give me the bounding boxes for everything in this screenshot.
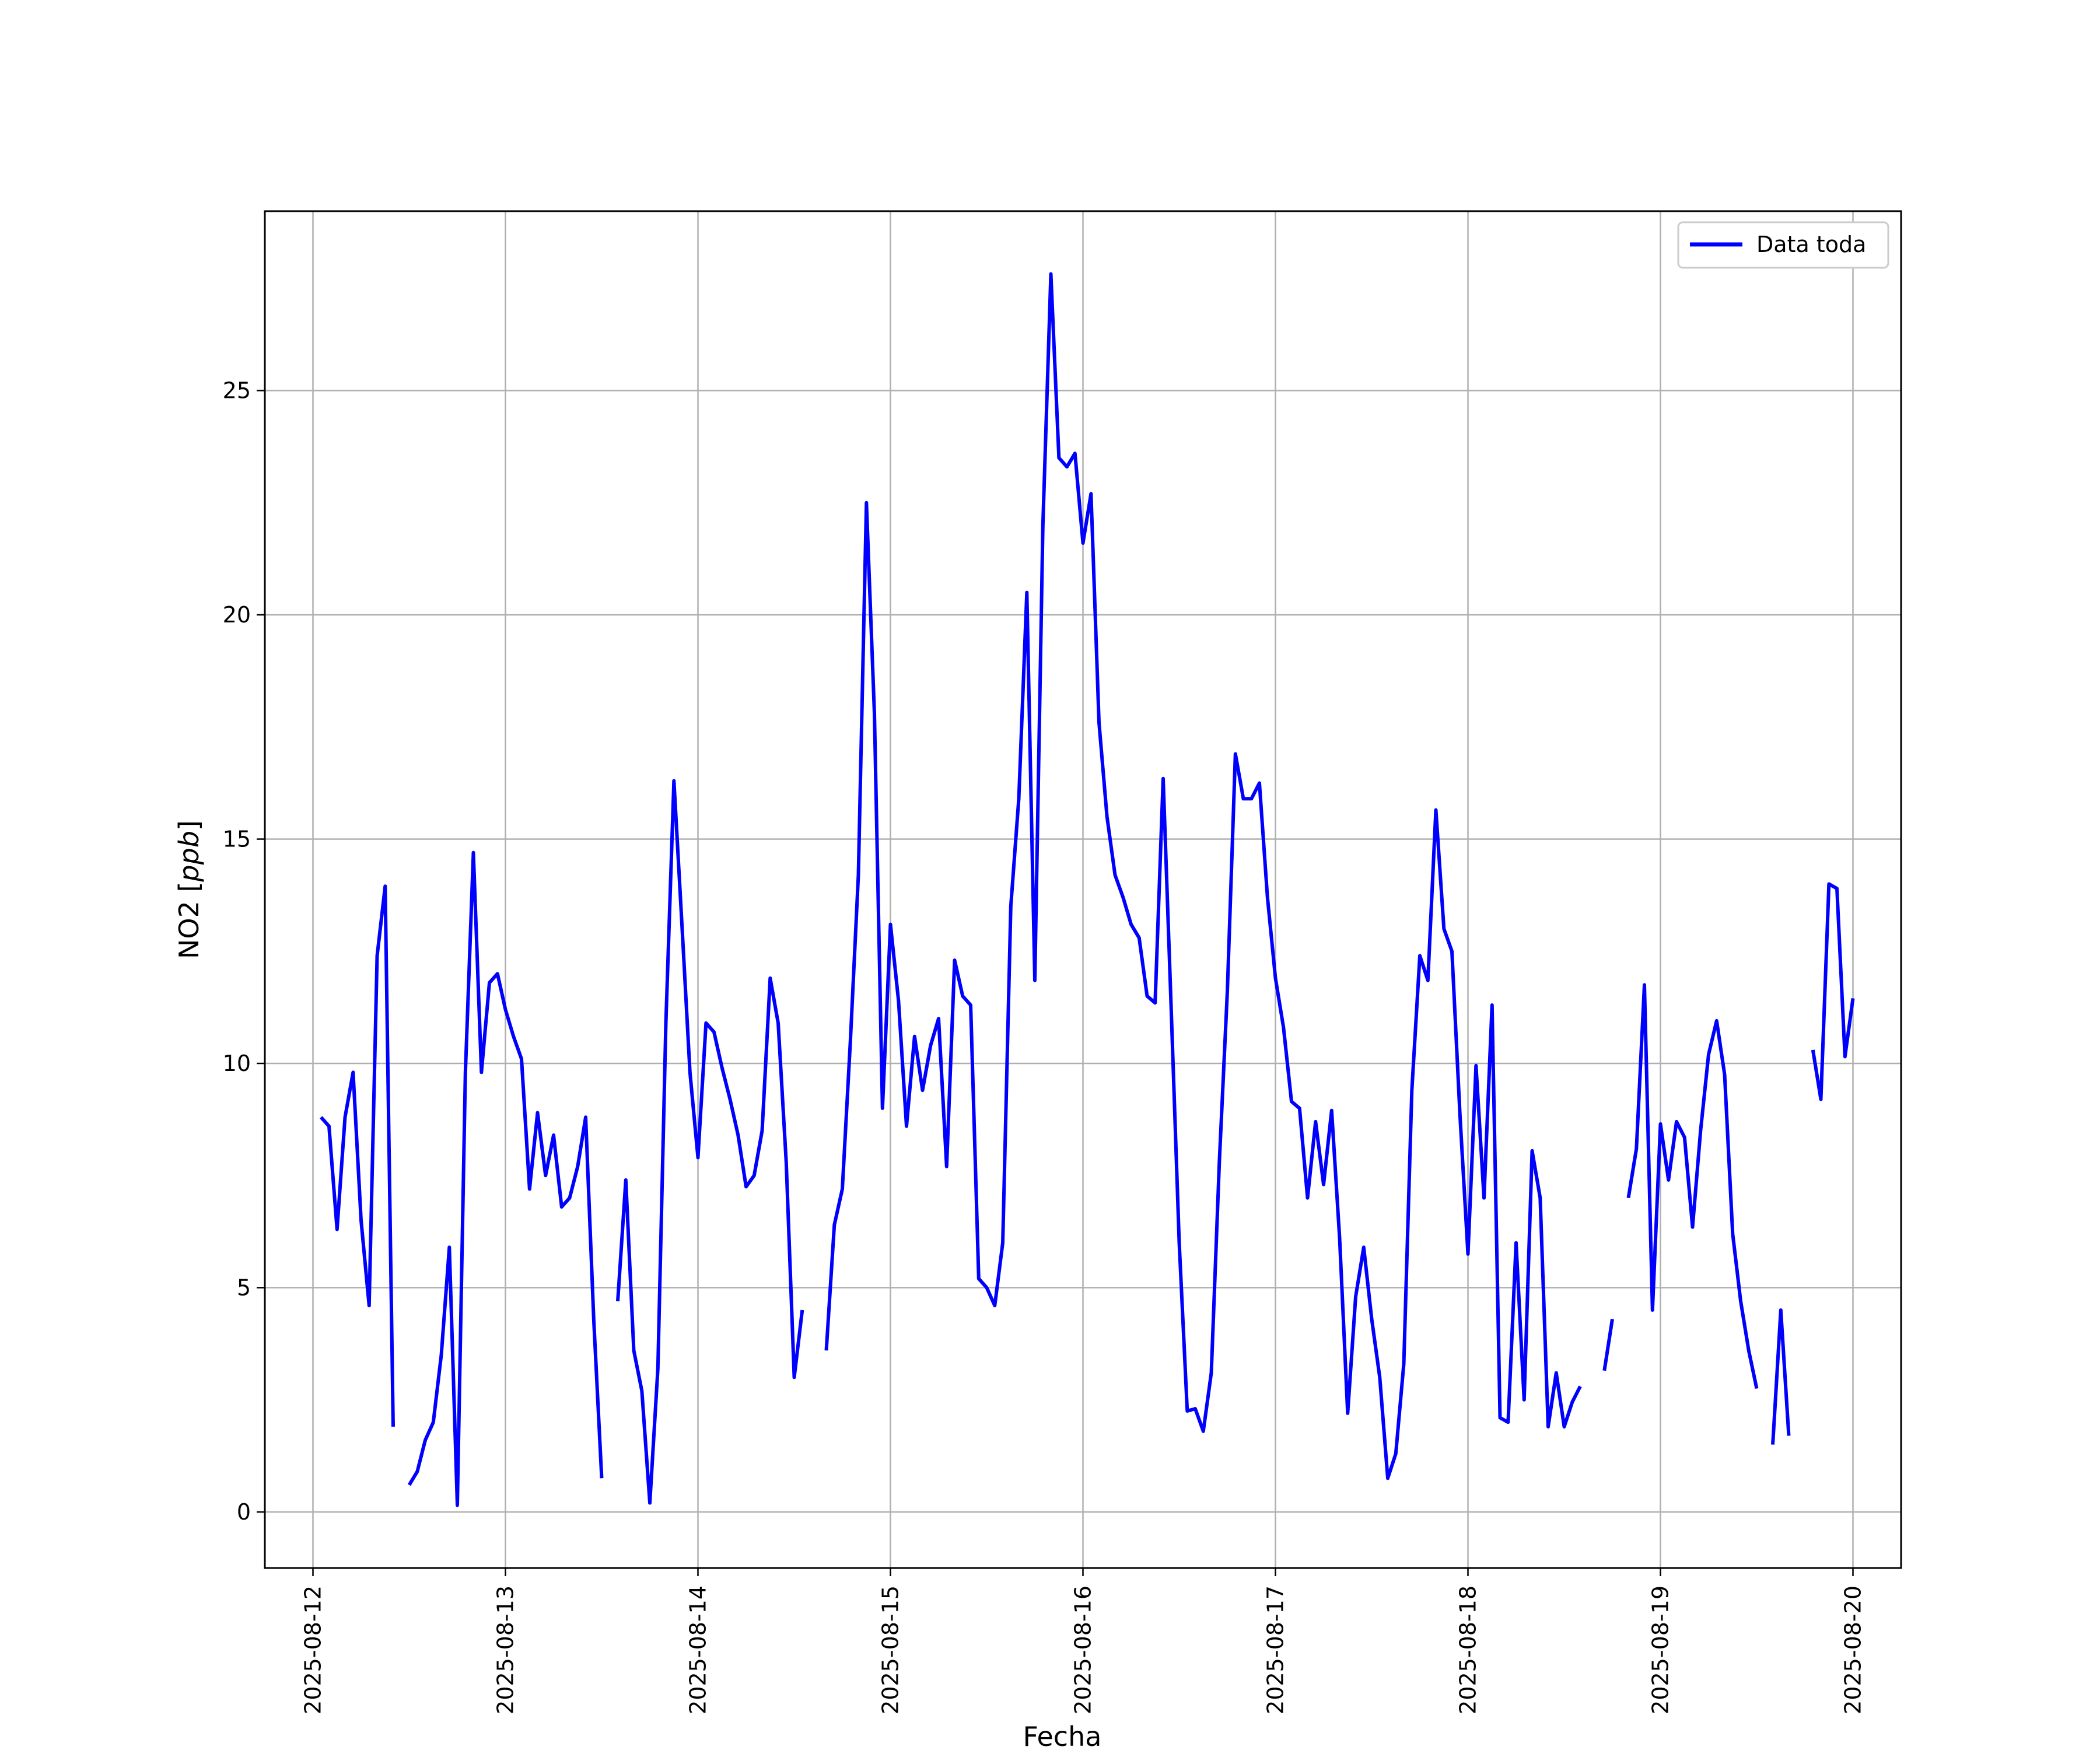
x-tick-label: 2025-08-20 <box>1840 1586 1866 1714</box>
y-tick-label: 10 <box>223 1051 251 1076</box>
y-axis-label-main: NO2 [ <box>173 882 205 959</box>
x-axis-label: Fecha <box>1023 1721 1102 1750</box>
series-layer <box>320 272 1855 1507</box>
x-tick-label: 2025-08-17 <box>1263 1586 1289 1714</box>
x-tick-label: 2025-08-13 <box>493 1586 519 1714</box>
y-axis-label-close: ] <box>173 820 205 831</box>
x-tick-label: 2025-08-12 <box>300 1586 326 1714</box>
grid-lines <box>265 211 1901 1568</box>
legend-frame <box>1677 221 1889 269</box>
y-tick-label: 0 <box>237 1499 251 1525</box>
x-tick-label: 2025-08-14 <box>685 1586 711 1714</box>
x-tick-label: 2025-08-19 <box>1648 1586 1674 1714</box>
y-tick-label: 20 <box>223 602 251 628</box>
y-axis-label: NO2 [ppb] <box>173 820 205 959</box>
legend: Data toda <box>1677 221 1889 269</box>
x-tick-label: 2025-08-16 <box>1070 1586 1096 1714</box>
legend-label-data-toda: Data toda <box>1756 232 1866 257</box>
x-axis: 2025-08-12 2025-08-13 2025-08-14 2025-08-15… <box>300 1568 1866 1714</box>
y-axis-label-unit: ppb <box>173 831 205 883</box>
x-tick-label: 2025-08-18 <box>1455 1586 1481 1714</box>
y-tick-label: 5 <box>237 1275 251 1300</box>
y-tick-label: 15 <box>223 827 251 852</box>
series-line-data-toda <box>320 272 1855 1507</box>
y-tick-label: 25 <box>223 378 251 404</box>
y-axis: 0 5 10 15 20 25 <box>223 378 265 1525</box>
x-tick-label: 2025-08-15 <box>878 1586 904 1714</box>
